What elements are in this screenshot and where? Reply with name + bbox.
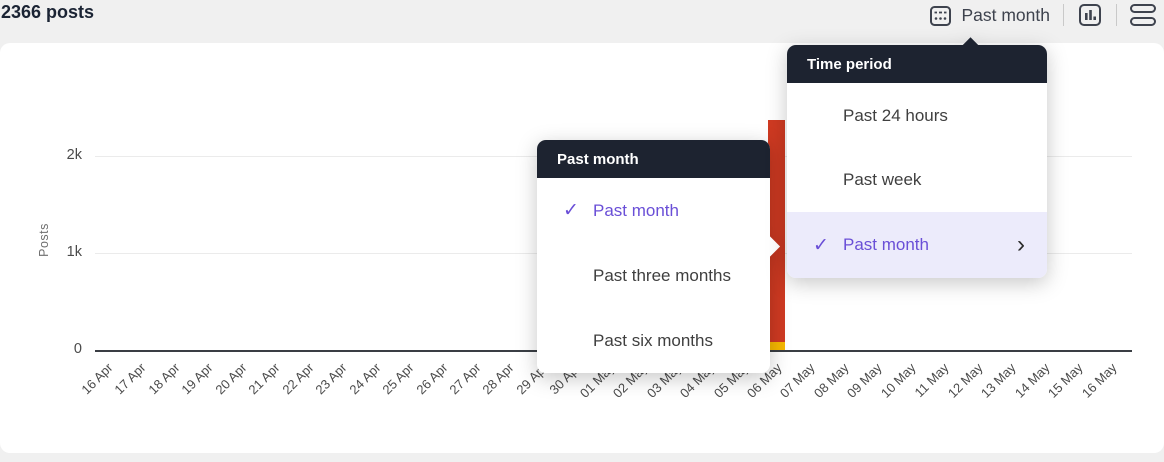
time-range-label: Past month — [961, 4, 1050, 25]
submenu-title: Past month — [537, 140, 770, 178]
toolbar-divider — [1063, 4, 1064, 26]
toolbar-divider — [1116, 4, 1117, 26]
checkmark-icon: ✓ — [813, 234, 829, 256]
y-axis-tick-label: 1k — [66, 244, 82, 260]
bar-chart-icon — [1077, 2, 1103, 28]
toolbar: 2366 posts Past month — [0, 0, 1164, 43]
menu-item-label: Past three months — [593, 265, 731, 285]
menu-item-label: Past week — [843, 170, 922, 189]
menu-item-label: Past month — [843, 235, 929, 254]
menu-item-past-three-months[interactable]: ✓ Past three months — [537, 243, 770, 308]
menu-item-past-month[interactable]: ✓ Past month — [537, 178, 770, 243]
posts-count: 2366 posts — [1, 2, 95, 22]
y-axis-tick-label: 2k — [66, 147, 82, 163]
menu-item-past-month[interactable]: ✓ Past month › — [787, 212, 1047, 278]
past-month-submenu: Past month ✓ Past month ✓ Past three mon… — [537, 140, 781, 373]
chevron-right-icon: › — [1017, 231, 1025, 258]
time-range-button[interactable]: Past month — [929, 4, 1050, 27]
menu-item-past-24-hours[interactable]: ✓ Past 24 hours — [787, 83, 1047, 148]
menu-item-label: Past month — [593, 200, 679, 220]
y-axis-title: Posts — [37, 223, 51, 257]
bar-segment-posts-secondary[interactable] — [767, 341, 785, 350]
chart-view-button[interactable] — [1077, 2, 1103, 28]
rows-icon — [1130, 4, 1156, 26]
list-view-button[interactable] — [1130, 4, 1156, 26]
y-axis-tick-label: 0 — [73, 341, 82, 357]
menu-item-past-week[interactable]: ✓ Past week — [787, 148, 1047, 212]
time-period-menu-title: Time period — [787, 45, 1047, 83]
calendar-icon — [929, 4, 952, 27]
menu-item-past-six-months[interactable]: ✓ Past six months — [537, 308, 770, 373]
menu-item-label: Past 24 hours — [843, 105, 948, 125]
checkmark-icon: ✓ — [563, 200, 579, 221]
time-period-menu: Time period ✓ Past 24 hours ✓ Past week … — [787, 37, 1047, 278]
bar-segment-posts-primary[interactable] — [767, 120, 785, 342]
menu-item-label: Past six months — [593, 330, 713, 350]
toolbar-actions: Past month — [929, 2, 1156, 28]
